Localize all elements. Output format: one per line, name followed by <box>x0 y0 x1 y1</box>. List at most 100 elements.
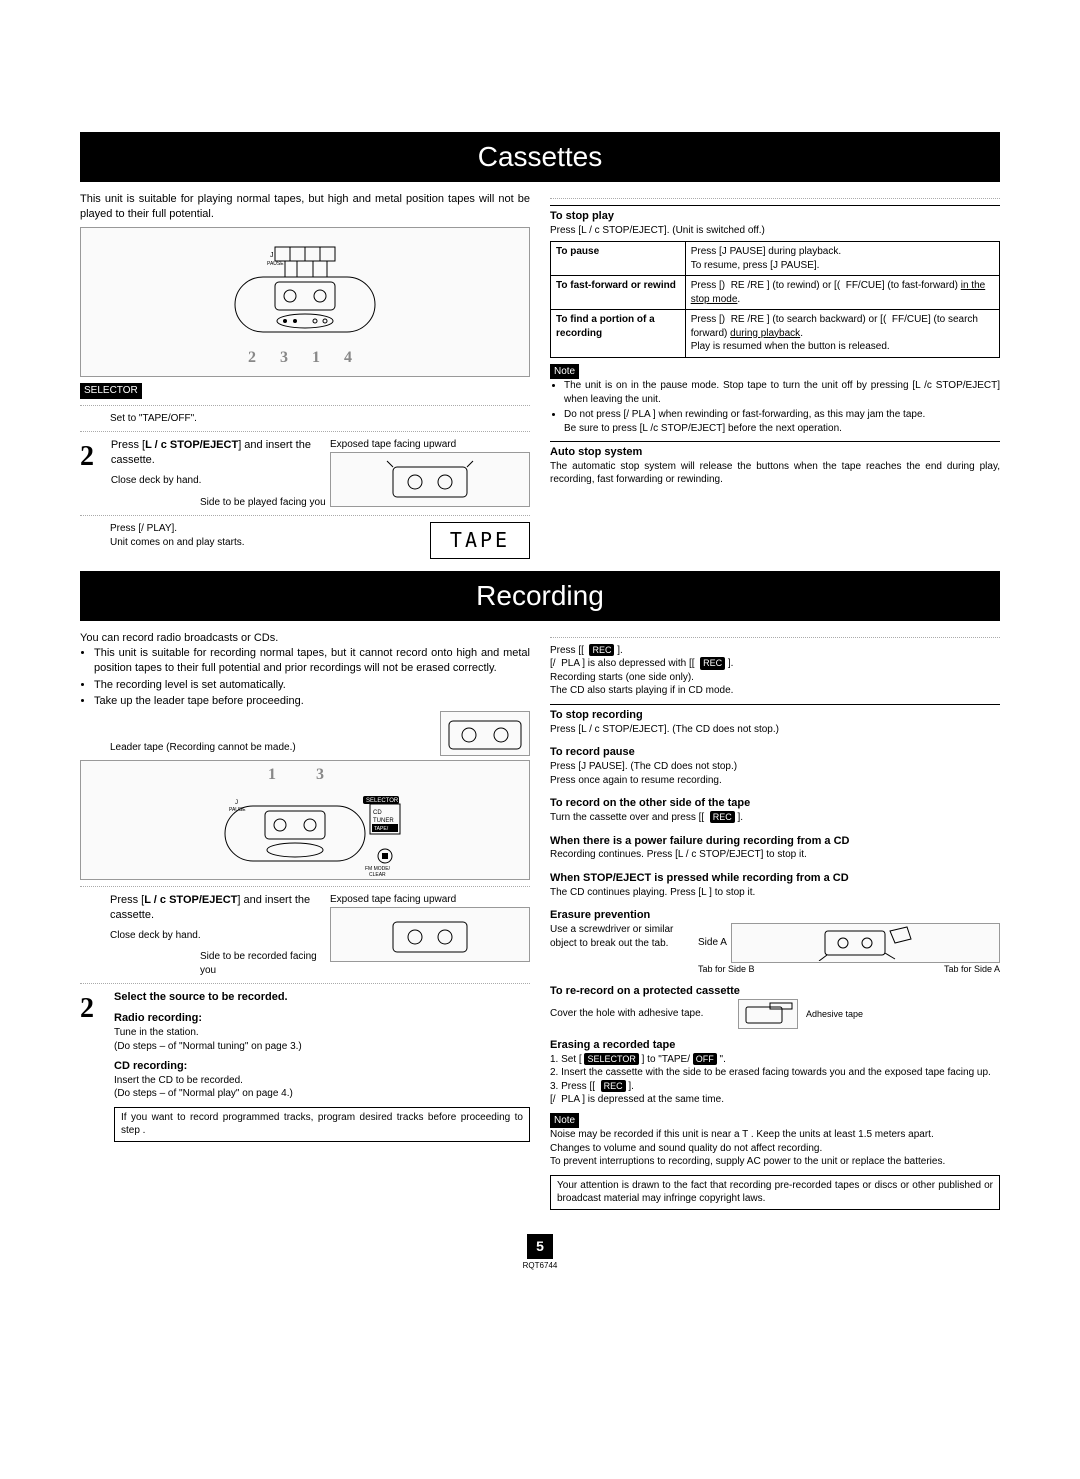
rec-power-body: Recording continues. Press [L / c STOP/E… <box>550 848 1000 862</box>
rec-step1-prefix: Press [ <box>110 894 144 906</box>
rec-step1-close: Close deck by hand. <box>110 929 330 943</box>
stop-play-head: To stop play <box>550 205 1000 224</box>
legal-box: Your attention is drawn to the fact that… <box>550 1175 1000 1210</box>
cassette-deck-illustration: J PAUSE 2 3 1 4 <box>80 227 530 377</box>
rec-erasing-3: 3. Press [[ REC ]. [/ PLA ] is depressed… <box>550 1080 1000 1107</box>
selector-label: SELECTOR <box>80 383 142 399</box>
recording-intro: You can record radio broadcasts or CDs. <box>80 631 530 646</box>
recording-bullets: This unit is suitable for recording norm… <box>80 646 530 709</box>
rec-note-head: Note <box>550 1113 579 1129</box>
step2-btn: L / c STOP/EJECT <box>145 439 238 451</box>
page-footer: 5 RQT6744 <box>80 1234 1000 1272</box>
t-l-2: To find a portion of a recording <box>551 310 686 358</box>
cassettes-intro: This unit is suitable for playing normal… <box>80 192 530 222</box>
autostop-head: Auto stop system <box>550 441 1000 460</box>
adhesive-tape-illustration <box>738 999 798 1029</box>
rec-step2-box: If you want to record programmed tracks,… <box>114 1107 530 1142</box>
cassettes-right-col: To stop play Press [L / c STOP/EJECT]. (… <box>550 192 1000 559</box>
side-a-label: Side A <box>698 936 727 950</box>
autostop-body: The automatic stop system will release t… <box>550 460 1000 487</box>
step3-row: Press [/ PLAY]. Unit comes on and play s… <box>80 522 530 559</box>
rec-step2-cd-head: CD recording: <box>114 1060 187 1072</box>
leader-tape-illustration <box>440 711 530 756</box>
rec-step1-exposed: Exposed tape facing upward <box>330 893 530 907</box>
rec-rerec-body: Cover the hole with adhesive tape. <box>550 1007 730 1021</box>
rec-cdstop-head: When STOP/EJECT is pressed while recordi… <box>550 868 1000 886</box>
rb-0: This unit is suitable for recording norm… <box>94 646 530 676</box>
rec-note-body: Noise may be recorded if this unit is ne… <box>550 1128 1000 1169</box>
step3-title: Press [/ PLAY]. <box>110 522 430 536</box>
leader-caption: Leader tape (Recording cannot be made.) <box>110 741 440 755</box>
rec-other-body: Turn the cassette over and press [[ REC … <box>550 811 1000 825</box>
step2-prefix: Press [ <box>111 439 145 451</box>
boombox-svg: J PAUSE <box>215 237 395 347</box>
rec-step1-side: Side to be recorded facing you <box>200 950 330 977</box>
rec-erase-body: Use a screwdriver or similar object to b… <box>550 923 690 975</box>
rec-other-head: To record on the other side of the tape <box>550 793 1000 811</box>
rec-erasing-head: Erasing a recorded tape <box>550 1035 1000 1053</box>
controls-tbody: To pause Press [J PAUSE] during playback… <box>551 242 1000 358</box>
svg-text:SELECTOR: SELECTOR <box>366 798 399 804</box>
rec-pause-body: Press [J PAUSE]. (The CD does not stop.)… <box>550 760 1000 787</box>
step3-body: Unit comes on and play starts. <box>110 536 430 550</box>
tab-a-label: Tab for Side A <box>944 963 1000 975</box>
svg-text:J: J <box>270 252 274 259</box>
step2-side: Side to be played facing you <box>200 496 330 510</box>
svg-text:J: J <box>235 800 238 806</box>
controls-table: To pause Press [J PAUSE] during playback… <box>550 241 1000 358</box>
rec-step2-radio-head: Radio recording: <box>114 1012 202 1024</box>
cassette-insert-illustration <box>330 452 530 507</box>
rec-power-head: When there is a power failure during rec… <box>550 831 1000 849</box>
svg-text:PAUSE: PAUSE <box>267 261 284 267</box>
rec-step2-row: 2 Select the source to be recorded. Radi… <box>80 990 530 1142</box>
rec-step3-p2: [/ PLA ] is also depressed with [[ REC ]… <box>550 657 1000 698</box>
svg-text:CD: CD <box>373 810 382 816</box>
rec-stop-head: To stop recording <box>550 704 1000 723</box>
note-list: The unit is on in the pause mode. Stop t… <box>550 379 1000 435</box>
rec-step2-radio-body: Tune in the station. (Do steps – of "Nor… <box>114 1026 530 1053</box>
rec-step2-head: Select the source to be recorded. <box>114 991 288 1003</box>
rec-erase-head: Erasure prevention <box>550 905 1000 923</box>
t-l-1: To fast-forward or rewind <box>551 276 686 310</box>
diagram-numbers: 2 3 1 4 <box>248 347 362 369</box>
section-title-recording: Recording <box>80 571 1000 621</box>
erasure-prevention-illustration <box>731 923 1000 963</box>
rqt-code: RQT6744 <box>80 1261 1000 1272</box>
step2-row: 2 Press [L / c STOP/EJECT] and insert th… <box>80 438 530 509</box>
recording-left-col: You can record radio broadcasts or CDs. … <box>80 631 530 1210</box>
rec-erasing-1: 1. Set [ SELECTOR ] to "TAPE/ OFF ". <box>550 1053 1000 1067</box>
t-r-0: Press [J PAUSE] during playback. To resu… <box>685 242 999 276</box>
svg-text:PAUSE: PAUSE <box>229 807 246 813</box>
step1-text: Set to "TAPE/OFF". <box>110 412 530 426</box>
table-row: To find a portion of a recording Press [… <box>551 310 1000 358</box>
tape-display: TAPE <box>430 522 530 559</box>
recording-right-col: Press [[ REC ]. [/ PLA ] is also depress… <box>550 631 1000 1210</box>
step2-exposed: Exposed tape facing upward <box>330 438 530 452</box>
rec-step2-cd-body: Insert the CD to be recorded. (Do steps … <box>114 1074 530 1101</box>
svg-text:TAPE/: TAPE/ <box>374 826 389 832</box>
note-1: The unit is on in the pause mode. Stop t… <box>564 379 1000 406</box>
table-row: To fast-forward or rewind Press [) RE /R… <box>551 276 1000 310</box>
cassette-insert-illustration-2 <box>330 907 530 962</box>
tab-b-label: Tab for Side B <box>698 963 755 975</box>
stop-play-body: Press [L / c STOP/EJECT]. (Unit is switc… <box>550 224 1000 238</box>
rec-rerec-head: To re-record on a protected cassette <box>550 981 1000 999</box>
step2-close: Close deck by hand. <box>111 474 330 488</box>
recording-columns: You can record radio broadcasts or CDs. … <box>80 631 1000 1210</box>
note-2: Do not press [/ PLA ] when rewinding or … <box>564 408 1000 435</box>
rec-step3-p1: Press [[ REC ]. <box>550 644 1000 658</box>
adhesive-label: Adhesive tape <box>806 1008 863 1020</box>
t-r-1: Press [) RE /RE ] (to rewind) or [( FF/C… <box>685 276 999 310</box>
cassettes-left-col: This unit is suitable for playing normal… <box>80 192 530 559</box>
t-l-0: To pause <box>551 242 686 276</box>
rec-stop-body: Press [L / c STOP/EJECT]. (The CD does n… <box>550 723 1000 737</box>
cassettes-columns: This unit is suitable for playing normal… <box>80 192 1000 559</box>
rec-step1-btn: L / c STOP/EJECT <box>144 894 237 906</box>
step-2-number-rec: 2 <box>80 990 108 1028</box>
rb-2: Take up the leader tape before proceedin… <box>94 694 530 709</box>
rec-diagram-numbers: 1 3 <box>268 764 342 786</box>
table-row: To pause Press [J PAUSE] during playback… <box>551 242 1000 276</box>
rb-1: The recording level is set automatically… <box>94 678 530 693</box>
rec-step1-row: Press [L / c STOP/EJECT] and insert the … <box>80 893 530 977</box>
svg-text:CLEAR: CLEAR <box>369 872 386 876</box>
